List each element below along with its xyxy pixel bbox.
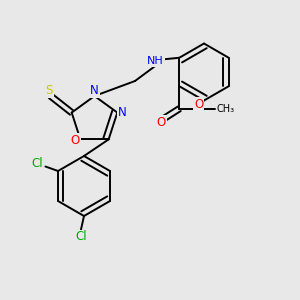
Text: O: O [194,98,203,111]
Text: S: S [46,84,53,97]
Text: Cl: Cl [75,230,87,244]
Text: N: N [90,84,99,97]
Text: N: N [118,106,127,119]
Text: O: O [157,116,166,129]
Text: Cl: Cl [31,157,43,170]
Text: O: O [70,134,80,147]
Text: CH₃: CH₃ [217,104,235,114]
Text: NH: NH [147,56,164,66]
